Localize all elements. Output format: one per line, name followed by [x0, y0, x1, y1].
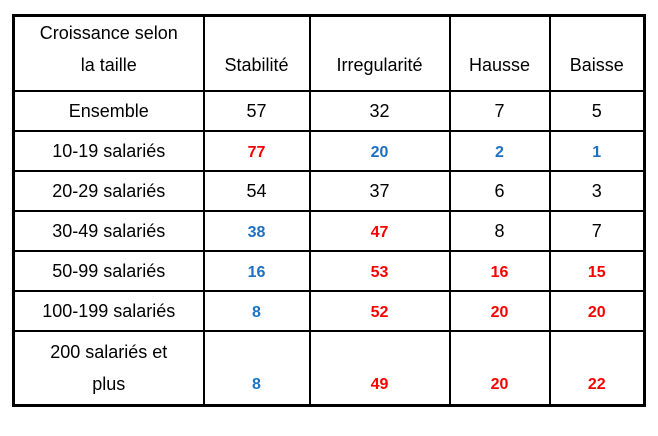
value-cell: 15	[548, 250, 646, 292]
value-cell: 7	[548, 210, 646, 252]
value-cell: 3	[548, 170, 646, 212]
cell-value: 16	[247, 263, 266, 281]
row-label-text-line-2: plus	[92, 373, 126, 394]
table-row-ensemble: Ensemble 57 32 7 5	[12, 90, 646, 132]
row-label: 200 salariés et plus	[12, 330, 205, 406]
value-cell: 20	[448, 330, 551, 406]
row-label-text: 20-29 salariés	[52, 181, 166, 201]
cell-value: 8	[494, 220, 505, 241]
cell-value: 6	[494, 180, 505, 201]
cell-value: 7	[591, 220, 602, 241]
table-row-20-29: 20-29 salariés 54 37 6 3	[12, 170, 646, 212]
cell-value: 37	[369, 180, 390, 201]
cell-value: 57	[246, 100, 267, 121]
row-label: 100-199 salariés	[12, 290, 205, 332]
cell-value: 20	[490, 375, 509, 393]
row-label-text: 30-49 salariés	[52, 221, 166, 241]
cell-value: 77	[247, 143, 266, 161]
cell-value: 1	[592, 143, 602, 161]
cell-value: 54	[246, 180, 267, 201]
row-label: 30-49 salariés	[12, 210, 205, 252]
cell-value: 3	[591, 180, 602, 201]
value-cell: 32	[308, 90, 451, 132]
value-cell: 20	[308, 130, 451, 172]
value-cell: 37	[308, 170, 451, 212]
cell-value: 20	[370, 143, 389, 161]
value-cell: 38	[202, 210, 311, 252]
value-cell: 20	[548, 290, 646, 332]
cell-value: 15	[587, 263, 606, 281]
croissance-selon-taille-table: Croissance selon la taille Stabilité Irr…	[12, 14, 646, 407]
row-label: 20-29 salariés	[12, 170, 205, 212]
row-label-text-line-1: 200 salariés et	[50, 341, 168, 362]
cell-value: 16	[490, 263, 509, 281]
column-header-croissance-taille: Croissance selon la taille	[12, 14, 205, 92]
cell-value: 20	[490, 303, 509, 321]
value-cell: 47	[308, 210, 451, 252]
row-label: 10-19 salariés	[12, 130, 205, 172]
row-label-text: 50-99 salariés	[52, 261, 166, 281]
row-label: 50-99 salariés	[12, 250, 205, 292]
value-cell: 8	[448, 210, 551, 252]
cell-value: 5	[591, 100, 602, 121]
value-cell: 16	[448, 250, 551, 292]
header-line-1: Croissance selon	[39, 23, 178, 43]
table-row-10-19: 10-19 salariés 77 20 2 1	[12, 130, 646, 172]
header-line-2: la taille	[80, 55, 137, 75]
cell-value: 20	[587, 303, 606, 321]
column-header-stabilite: Stabilité	[202, 14, 311, 92]
value-cell: 16	[202, 250, 311, 292]
value-cell: 2	[448, 130, 551, 172]
table-row-30-49: 30-49 salariés 38 47 8 7	[12, 210, 646, 252]
row-label-text: 100-199 salariés	[42, 301, 176, 321]
table-row-200-plus: 200 salariés et plus 8 49 20 22	[12, 330, 646, 406]
value-cell: 1	[548, 130, 646, 172]
cell-value: 47	[370, 223, 389, 241]
cell-value: 8	[252, 375, 261, 393]
value-cell: 8	[202, 330, 311, 406]
value-cell: 22	[548, 330, 646, 406]
value-cell: 8	[202, 290, 311, 332]
value-cell: 6	[448, 170, 551, 212]
column-header-irregularite: Irregularité	[308, 14, 451, 92]
cell-value: 2	[495, 143, 504, 161]
cell-value: 52	[370, 303, 389, 321]
row-label-text: Ensemble	[68, 101, 149, 121]
table-row-50-99: 50-99 salariés 16 53 16 15	[12, 250, 646, 292]
cell-value: 53	[370, 263, 389, 281]
cell-value: 32	[369, 100, 390, 121]
row-label: Ensemble	[12, 90, 205, 132]
cell-value: 38	[247, 223, 266, 241]
value-cell: 49	[308, 330, 451, 406]
row-label-text: 10-19 salariés	[52, 141, 166, 161]
value-cell: 77	[202, 130, 311, 172]
value-cell: 54	[202, 170, 311, 212]
column-header-baisse: Baisse	[548, 14, 646, 92]
value-cell: 57	[202, 90, 311, 132]
column-header-hausse: Hausse	[448, 14, 551, 92]
cell-value: 8	[252, 303, 261, 321]
value-cell: 52	[308, 290, 451, 332]
value-cell: 5	[548, 90, 646, 132]
value-cell: 7	[448, 90, 551, 132]
table-row-100-199: 100-199 salariés 8 52 20 20	[12, 290, 646, 332]
cell-value: 22	[587, 375, 606, 393]
cell-value: 49	[370, 375, 389, 393]
value-cell: 20	[448, 290, 551, 332]
cell-value: 7	[494, 100, 505, 121]
table-header-row: Croissance selon la taille Stabilité Irr…	[12, 14, 646, 92]
value-cell: 53	[308, 250, 451, 292]
